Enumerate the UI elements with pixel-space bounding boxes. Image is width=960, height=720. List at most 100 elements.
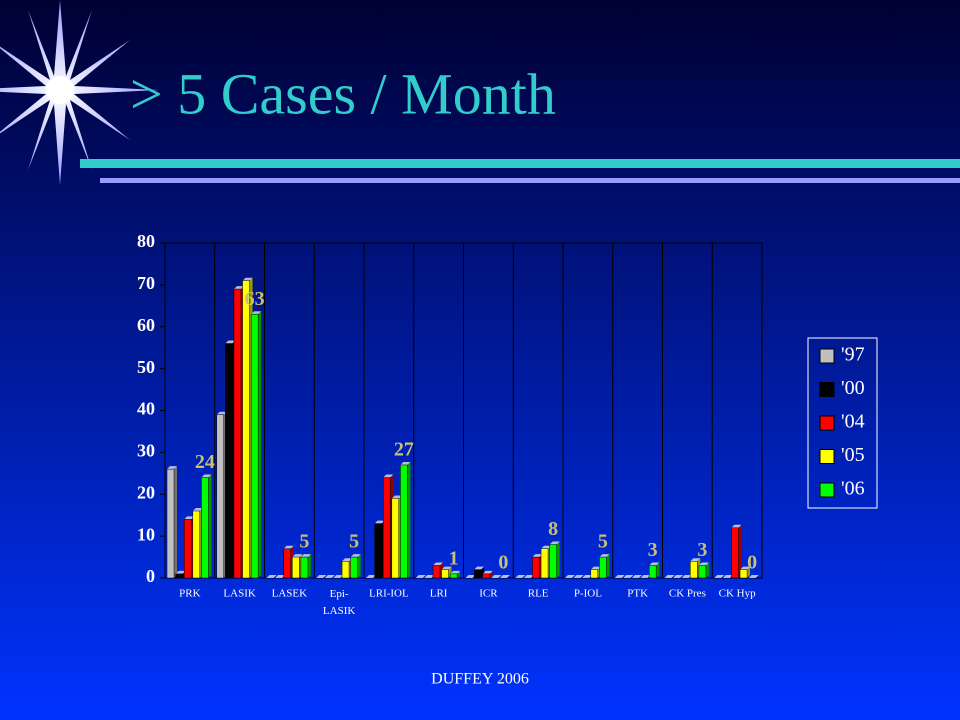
x-tick-label: CK Hyp	[719, 588, 756, 600]
bar-front	[350, 556, 358, 579]
bar-front	[549, 544, 557, 579]
data-label: 5	[349, 531, 359, 553]
bar-top	[599, 554, 610, 558]
x-tick-label: CK Pres	[669, 588, 706, 600]
bar-top	[324, 575, 335, 578]
bar-front	[473, 569, 482, 579]
bar-top	[740, 566, 751, 570]
bar-side	[747, 566, 751, 578]
bar-front	[166, 468, 175, 579]
legend-swatch	[819, 348, 835, 364]
bar-top	[640, 575, 651, 578]
bar	[631, 575, 642, 578]
legend-box	[807, 337, 878, 509]
x-tick-label: ICR	[479, 588, 498, 600]
legend-label: '06	[841, 478, 865, 500]
bar	[640, 575, 651, 578]
bar-top	[292, 554, 303, 558]
data-label: 27	[394, 439, 414, 461]
bar	[549, 541, 560, 579]
bar-top	[300, 554, 311, 558]
bar-top	[450, 570, 461, 574]
y-tick-label: 30	[137, 441, 155, 461]
data-label: 5	[598, 531, 608, 553]
bar-side	[738, 524, 742, 578]
legend-swatch	[819, 482, 835, 498]
bar	[565, 575, 575, 578]
bar-side	[407, 461, 411, 578]
bar-side	[307, 554, 311, 578]
bar	[681, 575, 692, 578]
data-label: 63	[245, 288, 265, 310]
data-label: 0	[498, 552, 508, 574]
bar-front	[648, 565, 657, 579]
bar-top	[266, 575, 277, 578]
bar-top	[573, 575, 584, 578]
bar-top	[342, 558, 353, 562]
bar-front	[374, 523, 382, 579]
x-tick-label: LRI-IOL	[369, 588, 409, 600]
bar-front	[690, 561, 698, 579]
bar-top	[631, 575, 642, 578]
x-tick-label: LASEK	[272, 588, 308, 600]
bar-front	[391, 498, 400, 579]
bar	[275, 575, 286, 578]
bar-top	[482, 570, 493, 574]
bar-top	[590, 566, 601, 570]
bar-top	[698, 562, 709, 566]
footer: DUFFEY 2006	[431, 671, 529, 688]
bar	[201, 474, 212, 579]
bar-side	[656, 562, 660, 578]
bar	[300, 554, 311, 579]
bar-side	[457, 570, 461, 578]
bar-top	[499, 575, 510, 578]
bar-front	[283, 548, 291, 579]
bar-front	[540, 548, 549, 579]
bar	[614, 575, 625, 578]
bar-front	[242, 280, 250, 579]
bar	[731, 524, 742, 579]
bar	[250, 311, 262, 579]
bar	[424, 575, 435, 578]
bar	[491, 575, 502, 578]
bar	[366, 575, 376, 578]
bar	[499, 575, 510, 578]
bar-front	[183, 519, 192, 579]
bar	[324, 575, 335, 578]
bar-front	[739, 569, 748, 579]
bar	[748, 575, 759, 578]
bar	[400, 461, 411, 579]
bar-top	[582, 575, 593, 578]
bar	[739, 566, 751, 579]
bar-side	[705, 562, 709, 578]
bar	[648, 562, 660, 579]
bar	[714, 575, 725, 578]
bar-front	[216, 414, 224, 579]
bar	[573, 575, 584, 578]
bar-top	[366, 575, 376, 578]
bar-top	[465, 575, 476, 578]
bar-front	[731, 527, 739, 579]
bar-front	[532, 556, 540, 579]
bar-front	[292, 556, 300, 579]
bar-top	[491, 575, 502, 578]
y-tick-label: 10	[137, 524, 155, 544]
bar-side	[258, 311, 262, 578]
bar-top	[283, 545, 294, 549]
bar-front	[698, 565, 707, 579]
x-tick-label: P-IOL	[574, 588, 602, 600]
bar-front	[590, 569, 599, 579]
y-tick-label: 60	[137, 315, 155, 335]
bar	[333, 575, 344, 578]
bar-side	[606, 554, 610, 578]
bar	[599, 554, 610, 579]
bar-top	[441, 566, 452, 570]
bar-side	[174, 466, 177, 578]
bar-top	[549, 541, 560, 545]
bar	[698, 562, 709, 579]
bar-top	[350, 554, 361, 558]
legend-label: '00	[841, 377, 865, 399]
legend-label: '97	[841, 344, 865, 366]
